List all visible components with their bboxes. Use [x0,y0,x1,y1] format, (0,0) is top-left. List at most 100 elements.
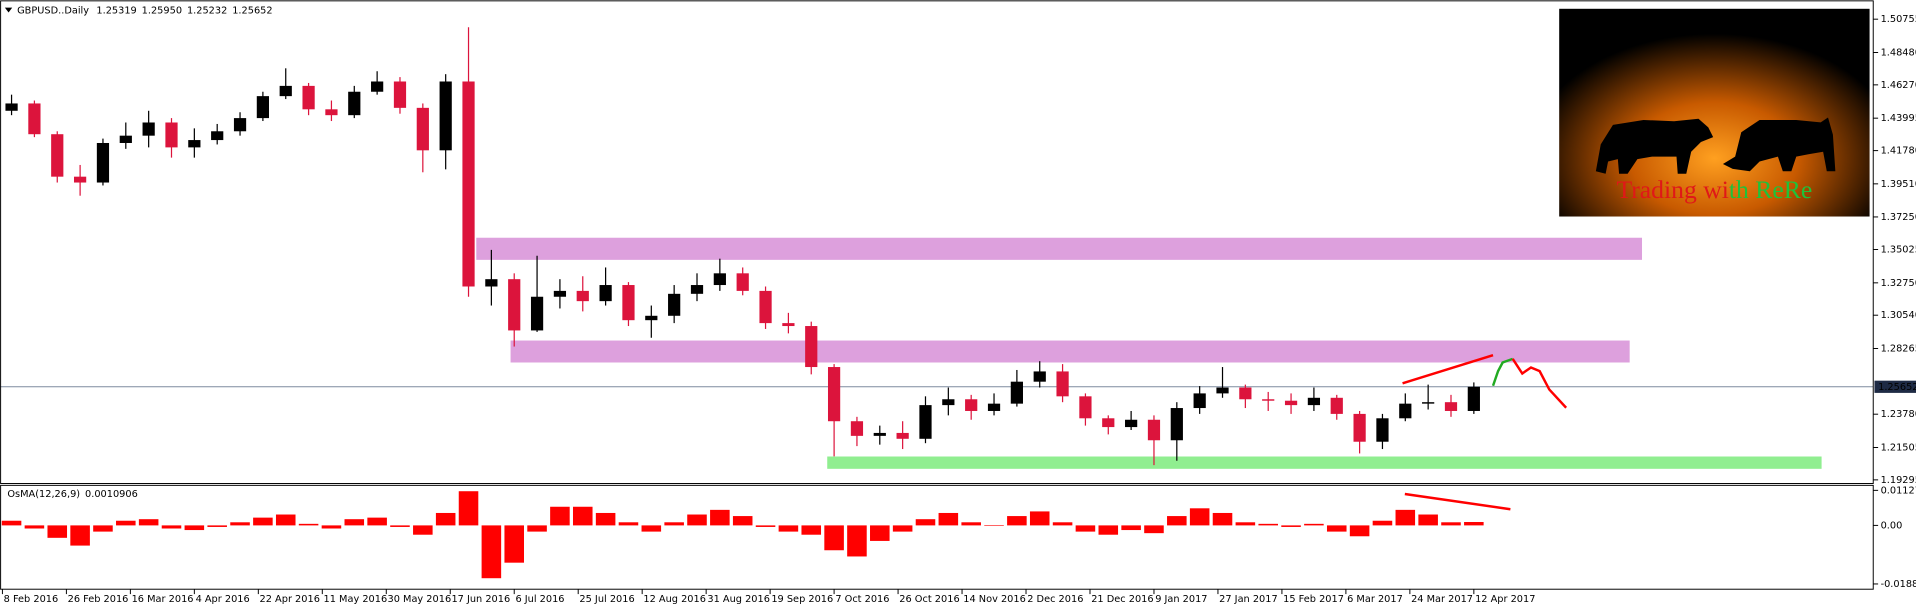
candle-body [1193,393,1206,409]
x-tick-label: 6 Jul 2016 [515,594,564,605]
osc-bar [1189,508,1210,526]
osc-bar [161,525,182,529]
candle-body [759,290,772,324]
candle-body [1399,403,1412,419]
candle-body [1170,408,1183,441]
candle-body [188,140,201,148]
osc-bar [1372,520,1393,526]
logo-text: Trading with ReRe [1616,175,1812,204]
candle-body [1307,397,1321,406]
y-tick-label: 1.48480 [1881,47,1916,58]
osc-bar [481,525,502,579]
menu-arrow[interactable] [4,7,13,13]
x-tick-label: 26 Feb 2016 [68,594,129,605]
osc-bar [458,491,479,526]
x-tick-label: 8 Feb 2016 [4,594,59,605]
annotation-line [1511,358,1568,409]
x-tick-label: 7 Oct 2016 [835,594,889,605]
plot-layer: 1.50755 1.48480 1.46270 1.43995 1.41780 1.395… [0,14,1916,605]
candle-body [462,81,475,287]
y-tick-label: 0.00 [1881,520,1903,531]
candle-body [827,367,841,422]
osc-bar [1,520,22,526]
candle-body [1056,371,1069,397]
logo-background [1559,8,1870,217]
candle-body [393,81,407,108]
x-tick-label: 22 Apr 2016 [260,594,320,605]
candle-body [782,323,795,327]
osc-bar [275,514,296,526]
candle-body [233,118,247,132]
candle-body [1079,396,1092,419]
osc-bar [870,525,890,541]
y-tick-label: 1.39510 [1881,179,1916,190]
candle-body [1125,419,1138,428]
bull-silhouette [1722,117,1836,172]
candle-body [302,85,315,110]
candle-body [942,399,955,406]
x-tick-label: 15 Feb 2017 [1283,594,1344,605]
logo-text-green: th ReRe [1729,175,1812,204]
candle-body [805,326,818,368]
x-tick-label: 26 Oct 2016 [899,594,959,605]
osc-bar [778,525,799,532]
candle-body [553,290,567,297]
bear-silhouette [1595,118,1714,174]
osc-bar [961,522,981,526]
candle-body [896,432,909,439]
osc-bar [1258,523,1278,526]
osc-bar [230,522,250,526]
close-value: 1.25652 [232,6,272,17]
candle-body [348,91,361,116]
candle-body [439,81,452,151]
y-tick-label: 1.28265 [1881,344,1916,355]
candle-body [371,81,384,92]
osc-bar [1235,522,1256,526]
osc-bar [1304,523,1324,526]
y-tick-label: 1.37250 [1881,212,1916,223]
osc-bar [664,522,684,526]
candle-body [599,285,612,302]
osc-bar [938,512,959,526]
osc-bar [93,525,113,532]
open-value: 1.25319 [96,6,136,17]
osc-bar [1395,509,1416,526]
candle-body [987,403,1001,411]
y-tick-label: 0.011278 [1881,485,1916,496]
candle-body [622,285,635,321]
candle-body [530,296,544,331]
osc-bar [1326,525,1347,532]
candle-body [1147,419,1161,441]
symbol: GBPUSD..Daily [17,6,89,17]
x-tick-label: 16 Mar 2016 [132,594,194,605]
header: GBPUSD..Daily 1.25319 1.25950 1.25232 1.2565… [17,6,273,17]
x-tick-label: 25 Jul 2016 [579,594,634,605]
candle-body [165,122,178,148]
y-tick-label: 1.43995 [1881,113,1916,124]
candle-body [508,279,521,331]
osc-bar [47,525,68,538]
osc-bar [321,525,342,529]
osc-panel-frame [0,484,1874,590]
y-tick-label: 1.46270 [1881,80,1916,91]
candle-body [1330,397,1343,414]
x-tick-label: 4 Apr 2016 [196,594,250,605]
candle-body [873,432,886,436]
osc-bar [1144,525,1164,534]
candle-body [736,273,749,291]
x-tick-label: 14 Nov 2016 [963,594,1026,605]
x-tick-label: 21 Dec 2016 [1091,594,1153,605]
osc-name: OsMA(12,26,9) [7,489,80,500]
price-zone [476,237,1643,260]
y-tick-label: 1.50755 [1881,14,1916,25]
osc-bar [1007,516,1027,526]
candle-body [142,122,155,136]
osc-bar [70,525,90,546]
osc-bar [344,519,365,526]
osc-value: 0.0010906 [85,489,138,500]
y-tick-label: 1.23780 [1881,409,1916,420]
osc-bar [298,523,319,526]
candle-body [96,142,110,183]
x-tick-label: 27 Jan 2017 [1219,594,1278,605]
